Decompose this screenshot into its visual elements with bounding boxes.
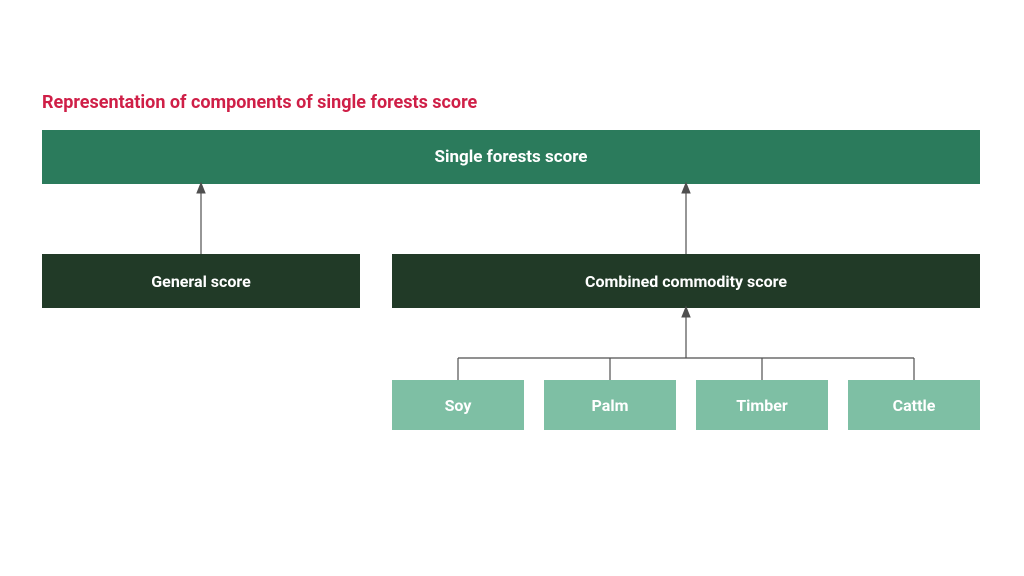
node-soy: Soy xyxy=(392,380,524,430)
node-cattle-label: Cattle xyxy=(893,396,936,415)
node-root: Single forests score xyxy=(42,130,980,184)
node-cattle: Cattle xyxy=(848,380,980,430)
node-root-label: Single forests score xyxy=(435,147,588,167)
node-soy-label: Soy xyxy=(445,396,472,415)
node-timber-label: Timber xyxy=(736,396,788,415)
node-combined: Combined commodity score xyxy=(392,254,980,308)
node-general-label: General score xyxy=(151,272,250,291)
diagram-canvas: Representation of components of single f… xyxy=(0,0,1024,576)
node-palm-label: Palm xyxy=(592,396,629,415)
node-combined-label: Combined commodity score xyxy=(585,272,787,291)
diagram-title: Representation of components of single f… xyxy=(42,92,477,113)
node-timber: Timber xyxy=(696,380,828,430)
node-palm: Palm xyxy=(544,380,676,430)
node-general: General score xyxy=(42,254,360,308)
